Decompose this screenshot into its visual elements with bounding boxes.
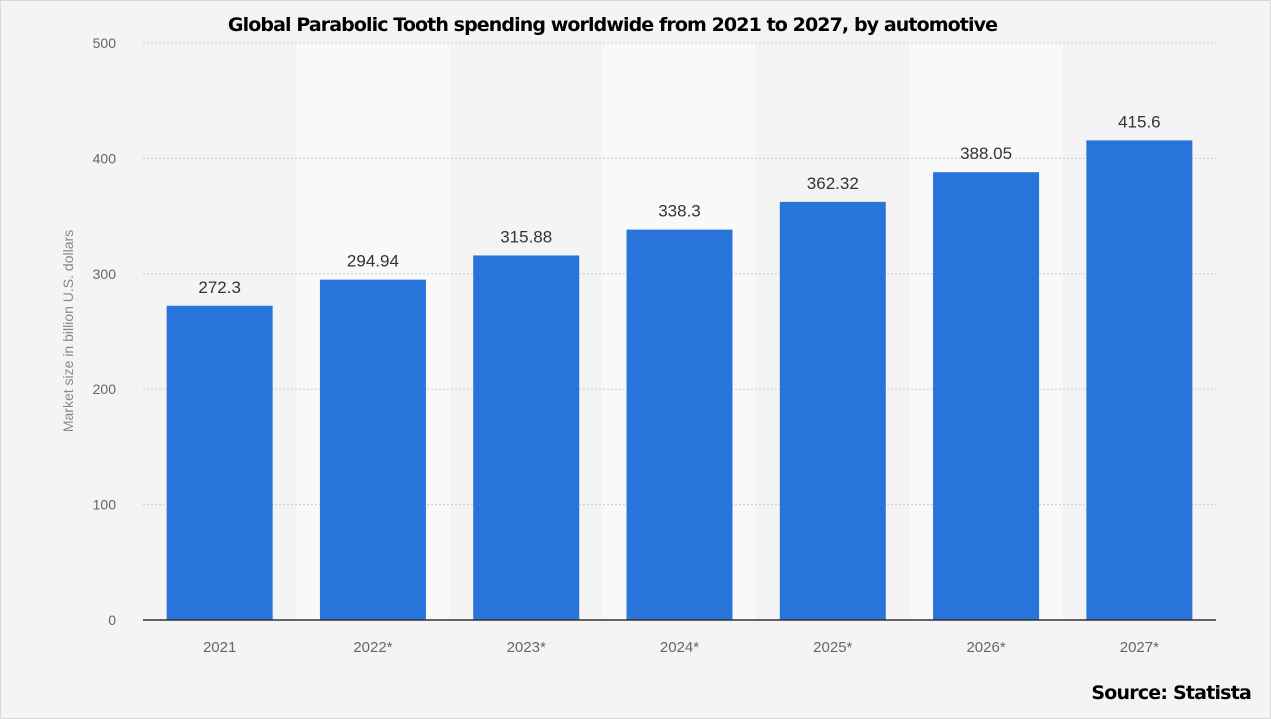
bar	[166, 305, 273, 620]
bar	[933, 172, 1040, 620]
bar	[1086, 140, 1193, 621]
x-tick-label: 2024*	[660, 639, 699, 656]
y-tick-label: 0	[108, 612, 116, 628]
x-tick-label: 2021	[203, 639, 236, 656]
y-tick-label: 400	[93, 150, 117, 166]
x-tick-label: 2026*	[966, 639, 1005, 656]
x-tick-label: 2022*	[353, 639, 392, 656]
bar	[319, 279, 426, 620]
data-label: 388.05	[960, 144, 1012, 163]
bar	[473, 255, 580, 620]
y-tick-label: 100	[93, 497, 117, 513]
chart-title: Global Parabolic Tooth spending worldwid…	[227, 14, 998, 36]
data-label: 338.3	[658, 202, 701, 221]
data-label: 362.32	[807, 174, 859, 193]
bar	[626, 229, 733, 620]
data-label: 294.94	[347, 252, 399, 271]
source-label: Source: Statista	[1091, 682, 1251, 704]
data-label: 415.6	[1118, 112, 1161, 131]
x-tick-label: 2027*	[1120, 639, 1159, 656]
x-tick-label: 2023*	[507, 639, 546, 656]
x-tick-label: 2025*	[813, 639, 852, 656]
data-label: 315.88	[500, 227, 552, 246]
data-label: 272.3	[198, 278, 241, 297]
y-axis-label: Market size in billion U.S. dollars	[60, 230, 76, 432]
y-tick-label: 200	[93, 381, 117, 397]
y-tick-label: 300	[93, 266, 117, 282]
y-tick-label: 500	[93, 35, 117, 51]
bar	[779, 201, 886, 620]
